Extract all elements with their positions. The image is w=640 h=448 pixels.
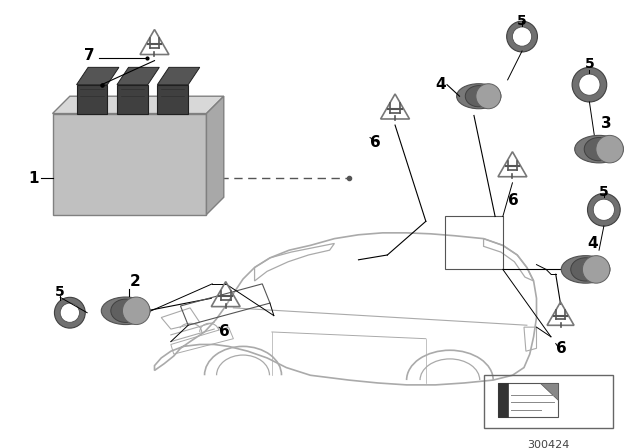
Polygon shape — [207, 96, 224, 215]
Circle shape — [60, 303, 79, 323]
Ellipse shape — [101, 297, 150, 324]
Text: 6: 6 — [370, 135, 381, 150]
Ellipse shape — [584, 138, 614, 161]
Circle shape — [588, 194, 620, 226]
Text: 6: 6 — [556, 341, 566, 356]
Text: 5: 5 — [517, 14, 527, 28]
Text: 5: 5 — [599, 185, 609, 199]
Text: 5: 5 — [55, 284, 65, 298]
Text: 3: 3 — [601, 116, 612, 131]
Polygon shape — [157, 67, 200, 85]
Polygon shape — [77, 67, 119, 85]
Circle shape — [593, 199, 614, 220]
Circle shape — [572, 67, 607, 102]
Bar — [484, 375, 614, 428]
Text: 4: 4 — [435, 77, 446, 92]
Ellipse shape — [575, 135, 623, 163]
Ellipse shape — [465, 86, 492, 107]
Text: 300424: 300424 — [527, 440, 570, 448]
Circle shape — [579, 74, 600, 95]
Ellipse shape — [582, 256, 610, 283]
Circle shape — [507, 21, 538, 52]
Polygon shape — [117, 67, 159, 85]
Bar — [77, 85, 108, 113]
Ellipse shape — [476, 84, 501, 109]
Text: 2: 2 — [129, 275, 140, 289]
Ellipse shape — [122, 297, 150, 324]
Bar — [117, 85, 148, 113]
Bar — [498, 383, 508, 417]
Bar — [157, 85, 188, 113]
Bar — [498, 383, 557, 417]
Polygon shape — [52, 96, 224, 113]
Ellipse shape — [596, 135, 623, 163]
Text: 4: 4 — [588, 236, 598, 251]
Text: 7: 7 — [84, 48, 95, 63]
Circle shape — [513, 27, 532, 46]
Circle shape — [54, 297, 85, 328]
Text: 1: 1 — [29, 171, 39, 185]
Ellipse shape — [561, 256, 610, 283]
Bar — [52, 113, 207, 215]
Text: 6: 6 — [508, 193, 518, 207]
Ellipse shape — [111, 299, 140, 323]
Text: 5: 5 — [584, 57, 595, 72]
Ellipse shape — [456, 84, 501, 109]
Ellipse shape — [571, 258, 600, 281]
Polygon shape — [540, 383, 557, 400]
Text: 6: 6 — [219, 324, 230, 340]
